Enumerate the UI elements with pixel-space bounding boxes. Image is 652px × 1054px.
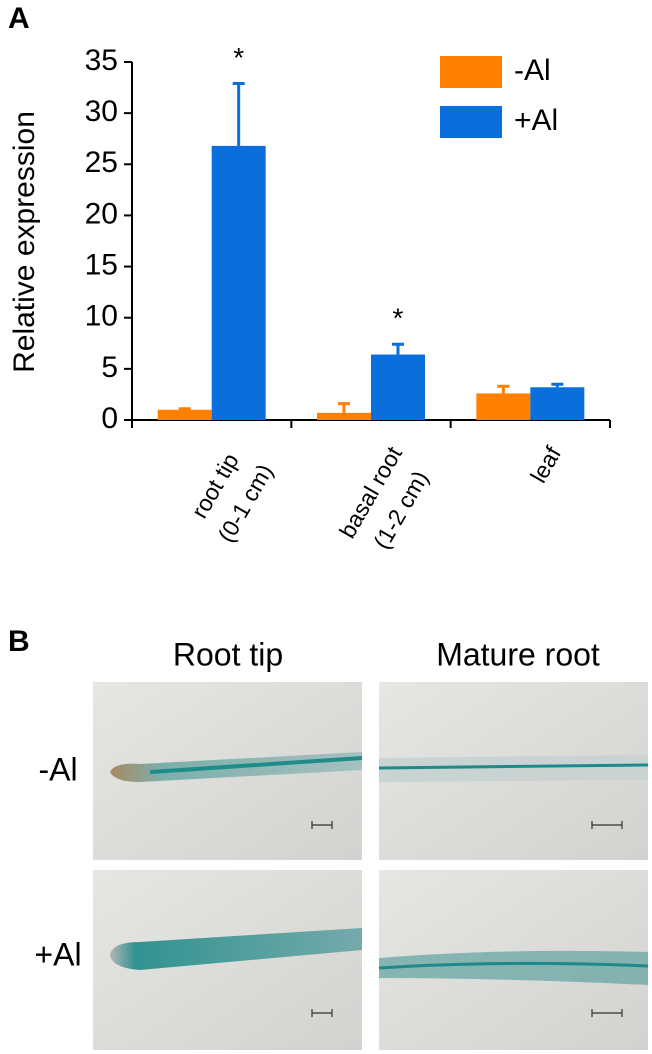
row-label: +Al <box>34 936 81 972</box>
legend-label: +Al <box>514 104 558 137</box>
error-bar <box>497 384 510 394</box>
bar <box>317 412 371 420</box>
y-tick-label: 15 <box>85 248 118 281</box>
micrographs <box>93 682 649 1050</box>
legend-label: -Al <box>514 54 551 87</box>
legend-swatch <box>440 106 502 138</box>
y-tick-label: 25 <box>85 146 118 179</box>
error-bar <box>178 407 191 411</box>
error-bar <box>338 402 350 413</box>
column-header: Mature root <box>436 636 600 672</box>
bar <box>476 393 531 420</box>
significance: * <box>393 303 404 334</box>
y-tick-label: 10 <box>85 300 118 333</box>
legend-swatch <box>440 56 502 88</box>
y-tick-label: 35 <box>85 44 118 77</box>
bar <box>371 354 425 420</box>
error-bar <box>551 382 564 388</box>
y-tick-label: 0 <box>101 402 118 435</box>
significance: * <box>233 42 244 73</box>
y-tick-label: 20 <box>85 197 118 230</box>
bar <box>157 409 212 420</box>
panel-label: A <box>8 2 30 35</box>
error-bar <box>232 81 245 146</box>
y-tick-label: 30 <box>85 95 118 128</box>
y-tick-label: 5 <box>101 351 118 384</box>
y-axis-label: Relative expression <box>8 111 41 373</box>
row-label: -Al <box>38 751 77 787</box>
panel-label: B <box>8 625 30 658</box>
bar <box>211 145 266 421</box>
column-header: Root tip <box>173 636 283 672</box>
error-bar <box>392 342 404 355</box>
bar <box>530 387 585 420</box>
